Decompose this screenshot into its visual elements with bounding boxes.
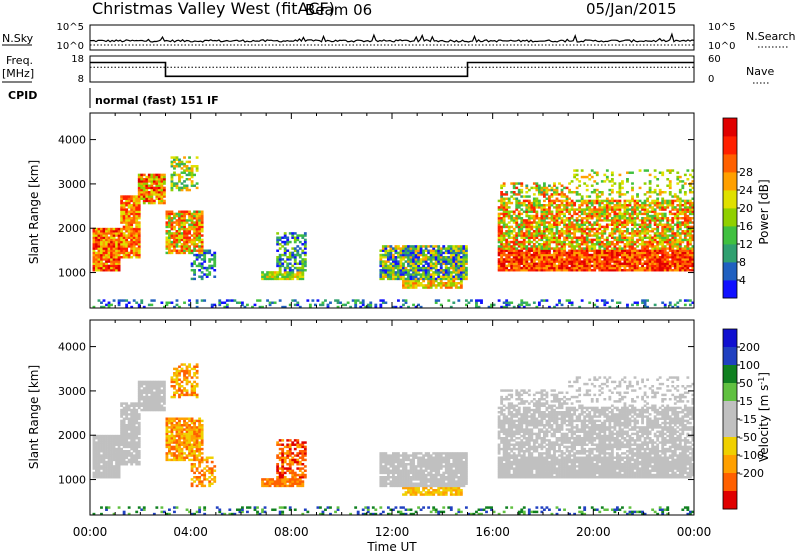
x-axis-label: Time UT: [366, 540, 417, 554]
colorbar-tick-label: 100: [739, 359, 760, 372]
colorbar-tick-label: 20: [739, 202, 753, 215]
nsky-label: N.Sky: [2, 32, 34, 45]
power-heatmap: [92, 156, 695, 309]
x-tick-label: 00:00: [677, 525, 712, 539]
velocity-axes: 1000 2000 3000 4000: [58, 320, 695, 515]
colorbar-segment: [723, 226, 737, 245]
colorbar-tick-label: 200: [739, 341, 760, 354]
beam-label: Beam 06: [305, 1, 372, 19]
nsky-panel: [89, 24, 695, 51]
colorbar-segment: [723, 244, 737, 263]
cpid-label: CPID: [8, 89, 37, 102]
date-label: 05/Jan/2015: [586, 0, 677, 18]
colorbar-segment: [723, 118, 737, 137]
colorbar-tick-label: -15: [739, 413, 757, 426]
colorbar-tick-label: -200: [739, 467, 764, 480]
y-tick-label: 2000: [58, 429, 86, 442]
power-ylabel: Slant Range [km]: [27, 160, 41, 264]
colorbar-segment: [723, 172, 737, 191]
colorbar-tick-label: 24: [739, 184, 753, 197]
freq-label: Freq.: [6, 54, 33, 67]
colorbar-tick-label: -50: [739, 431, 757, 444]
colorbar-segment: [723, 154, 737, 173]
colorbar-segment: [723, 419, 737, 438]
freq-ytick: 18: [71, 54, 84, 65]
nsky-ytick: 10^0: [57, 41, 84, 52]
x-tick-label: 20:00: [576, 525, 611, 539]
nsky-ytick: 10^5: [57, 22, 84, 33]
x-tick-label: 04:00: [173, 525, 208, 539]
colorbar-tick-label: 8: [739, 256, 746, 269]
colorbar-segment: [723, 262, 737, 281]
y-tick-label: 4000: [58, 134, 86, 147]
nsky-trace: [90, 32, 695, 43]
y-tick-label: 1000: [58, 474, 86, 487]
x-tick-label: 00:00: [73, 525, 108, 539]
freq-trace: [90, 61, 694, 78]
colorbar-segment: [723, 473, 737, 492]
velocity-heatmap: [92, 363, 695, 516]
freq-ytick: 8: [78, 74, 84, 85]
power-colorbar: 4 8 12 16 20 24 28: [722, 117, 753, 299]
nsearch-label: N.Search: [746, 30, 796, 43]
nave-label: Nave: [746, 65, 774, 78]
velocity-ylabel: Slant Range [km]: [27, 365, 41, 469]
colorbar-tick-label: 50: [739, 377, 753, 390]
y-tick-label: 1000: [58, 267, 86, 280]
freq-panel: [89, 55, 695, 83]
cpid-text: normal (fast) 151 IF: [95, 94, 219, 107]
colorbar-tick-label: 4: [739, 274, 746, 287]
y-tick-label: 4000: [58, 341, 86, 354]
colorbar-segment: [723, 491, 737, 510]
x-tick-label: 16:00: [475, 525, 510, 539]
freq-unit-label: [MHz]: [2, 67, 34, 80]
colorbar-tick-label: -100: [739, 449, 764, 462]
y-tick-label: 3000: [58, 385, 86, 398]
colorbar-tick-label: 16: [739, 220, 753, 233]
colorbar-segment: [723, 455, 737, 474]
colorbar-segment: [723, 437, 737, 456]
x-tick-label: 12:00: [375, 525, 410, 539]
nsearch-ytick: 10^0: [708, 41, 735, 52]
x-tick-labels: 00:00 04:00 08:00 12:00 16:00 20:00 00:00: [73, 525, 712, 539]
colorbar-tick-label: 28: [739, 166, 753, 179]
nsearch-ytick: 10^5: [708, 22, 735, 33]
power-axes: 1000 2000 3000 4000: [58, 113, 695, 308]
colorbar-tick-label: 12: [739, 238, 753, 251]
plot-title: Christmas Valley West (fitACF): [92, 0, 335, 18]
colorbar-segment: [723, 401, 737, 420]
nave-ytick: 60: [708, 54, 721, 65]
colorbar-segment: [723, 190, 737, 209]
y-tick-label: 2000: [58, 222, 86, 235]
colorbar-tick-label: 15: [739, 395, 753, 408]
colorbar-segment: [723, 347, 737, 366]
velocity-colorbar: 200 100 50 15 -15 -50 -100 -200: [722, 328, 764, 510]
x-tick-label: 08:00: [274, 525, 309, 539]
colorbar-segment: [723, 208, 737, 227]
nave-ytick: 0: [708, 74, 714, 85]
colorbar-segment: [723, 280, 737, 299]
colorbar-segment: [723, 136, 737, 155]
y-tick-label: 3000: [58, 178, 86, 191]
colorbar-segment: [723, 365, 737, 384]
colorbar-segment: [723, 329, 737, 348]
velocity-colorbar-label: Velocity [m s-1]: [757, 372, 771, 462]
power-colorbar-label: Power [dB]: [757, 179, 771, 244]
colorbar-segment: [723, 383, 737, 402]
